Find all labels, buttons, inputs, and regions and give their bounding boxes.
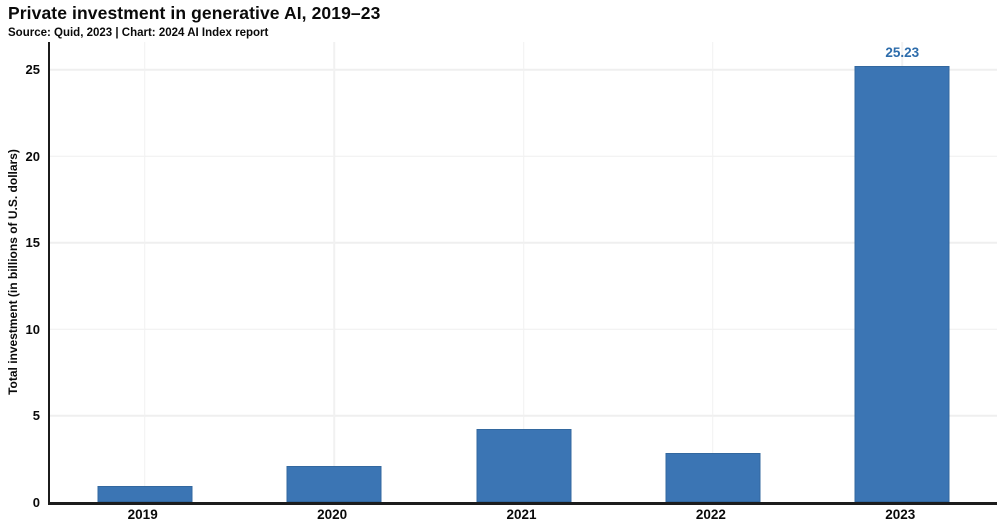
gridline-vertical xyxy=(143,42,146,502)
chart-subtitle: Source: Quid, 2023 | Chart: 2024 AI Inde… xyxy=(8,27,269,39)
bar-2023 xyxy=(854,65,950,502)
gridline-vertical xyxy=(522,42,525,502)
x-tick-2019: 2019 xyxy=(127,507,158,522)
bar-2019 xyxy=(97,486,193,502)
y-tick-10: 10 xyxy=(25,321,40,337)
bar-value-label-2023: 25.23 xyxy=(885,44,920,60)
y-tick-25: 25 xyxy=(25,62,40,78)
x-tick-2021: 2021 xyxy=(506,507,537,522)
y-tick-20: 20 xyxy=(25,148,40,164)
bar-2022 xyxy=(665,452,761,502)
y-tick-5: 5 xyxy=(32,408,40,424)
y-axis-title: Total investment (in billions of U.S. do… xyxy=(6,149,20,395)
bar-2020 xyxy=(286,465,382,502)
y-tick-0: 0 xyxy=(32,494,40,510)
gridline-vertical xyxy=(712,42,714,502)
bar-2021 xyxy=(476,429,571,502)
plot-area: 25.23 xyxy=(48,42,997,505)
x-tick-2023: 2023 xyxy=(885,507,916,522)
x-tick-2020: 2020 xyxy=(317,507,348,522)
gridline-vertical xyxy=(333,42,335,502)
x-tick-2022: 2022 xyxy=(695,507,726,522)
y-tick-15: 15 xyxy=(25,235,40,251)
chart-title: Private investment in generative AI, 201… xyxy=(8,3,381,23)
